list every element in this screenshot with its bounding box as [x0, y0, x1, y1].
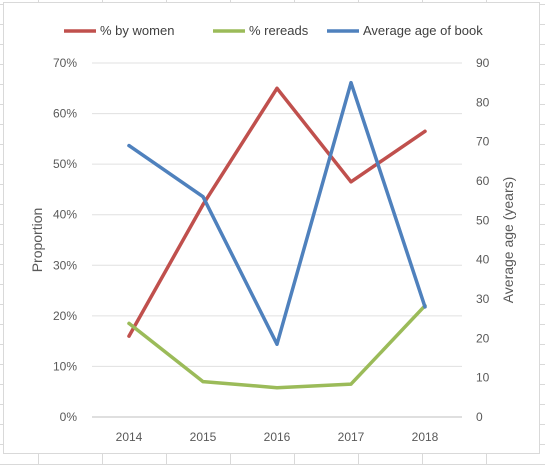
- data-point[interactable]: [349, 382, 353, 386]
- right-tick-label: 20: [476, 331, 490, 345]
- right-axis-ticks: 0 10 20 30 40 50 60 70 80 90: [476, 56, 490, 424]
- gridlines: [92, 62, 462, 418]
- x-tick-label: 2017: [338, 430, 365, 444]
- left-tick-label: 30%: [53, 258, 77, 272]
- right-tick-label: 30: [476, 292, 490, 306]
- legend-label: Average age of book: [363, 23, 483, 38]
- data-point[interactable]: [127, 144, 131, 148]
- right-tick-label: 90: [476, 56, 490, 70]
- data-point[interactable]: [201, 203, 205, 207]
- data-point[interactable]: [349, 180, 353, 184]
- data-point[interactable]: [127, 321, 131, 326]
- series-line-1[interactable]: [127, 303, 427, 390]
- legend: % by women % rereads Average age of book: [64, 23, 483, 38]
- series-line-0[interactable]: [127, 86, 427, 338]
- series-line-2[interactable]: [127, 80, 427, 346]
- data-point[interactable]: [349, 81, 353, 85]
- right-axis-title: Average age (years): [500, 177, 516, 304]
- left-tick-label: 50%: [53, 157, 77, 171]
- left-tick-label: 60%: [53, 107, 77, 121]
- left-axis-ticks: 0% 10% 20% 30% 40% 50% 60% 70%: [53, 56, 77, 424]
- right-tick-label: 40: [476, 253, 490, 267]
- left-tick-label: 40%: [53, 208, 77, 222]
- data-point[interactable]: [275, 386, 279, 390]
- left-tick-label: 0%: [60, 410, 78, 424]
- x-tick-label: 2015: [190, 430, 217, 444]
- data-point[interactable]: [423, 305, 427, 309]
- left-axis-title: Proportion: [29, 208, 45, 273]
- right-tick-label: 0: [476, 410, 483, 424]
- data-point[interactable]: [275, 342, 279, 346]
- legend-label: % by women: [100, 23, 174, 38]
- chart-area[interactable]: [3, 2, 540, 454]
- left-tick-label: 70%: [53, 56, 77, 70]
- data-point[interactable]: [127, 334, 131, 338]
- data-point[interactable]: [201, 195, 205, 199]
- series-lines: [127, 80, 427, 390]
- right-tick-label: 60: [476, 174, 490, 188]
- x-axis-ticks: 2014 2015 2016 2017 2018: [116, 430, 439, 444]
- data-point[interactable]: [201, 380, 205, 384]
- left-tick-label: 10%: [53, 359, 77, 373]
- right-tick-label: 50: [476, 213, 490, 227]
- data-point[interactable]: [423, 129, 427, 133]
- right-tick-label: 10: [476, 371, 490, 385]
- left-tick-label: 20%: [53, 309, 77, 323]
- x-tick-label: 2016: [264, 430, 291, 444]
- right-tick-label: 70: [476, 135, 490, 149]
- data-point[interactable]: [275, 86, 279, 90]
- x-tick-label: 2014: [116, 430, 143, 444]
- right-tick-label: 80: [476, 95, 490, 109]
- legend-label: % rereads: [249, 23, 309, 38]
- x-tick-label: 2018: [412, 430, 439, 444]
